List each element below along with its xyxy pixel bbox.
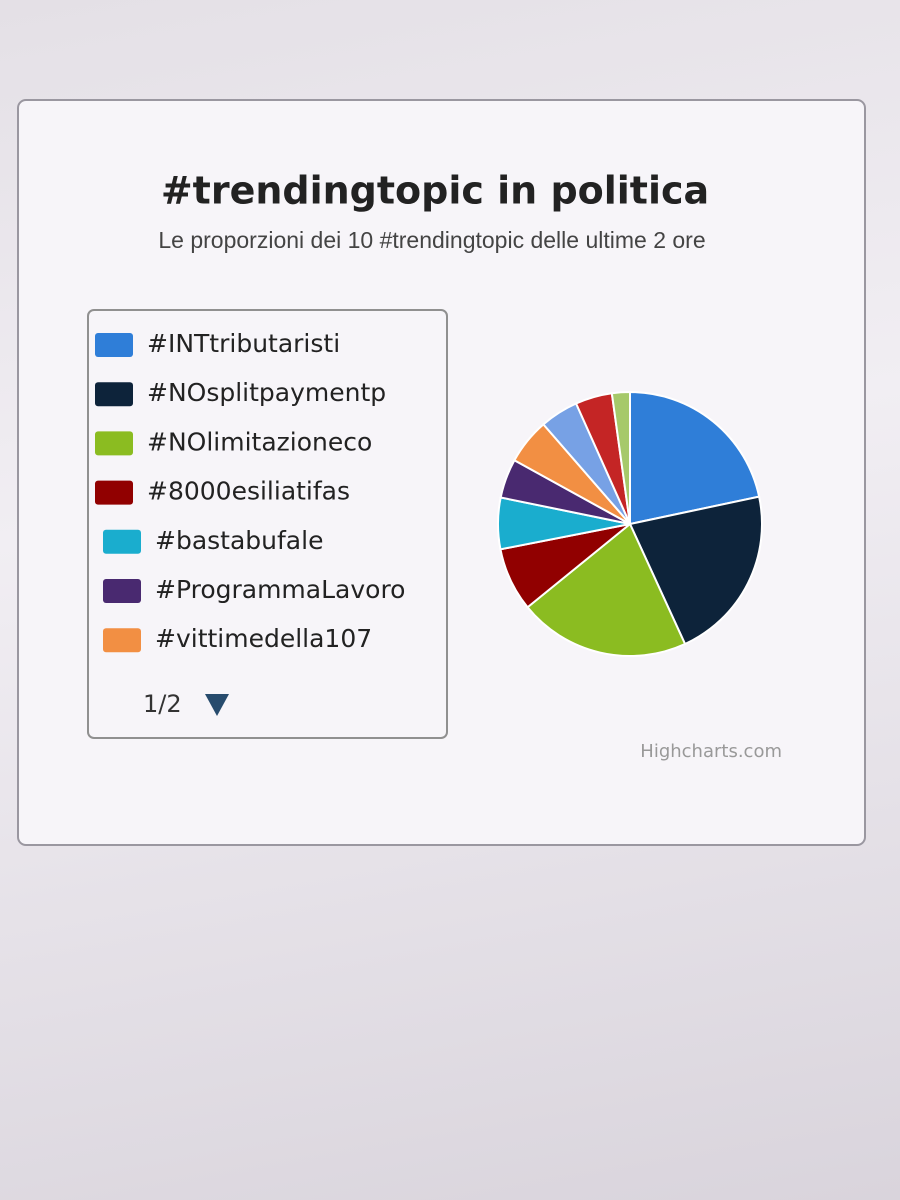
legend-swatch	[95, 431, 133, 456]
legend-swatch	[103, 529, 141, 554]
chart-subtitle: Le proporzioni dei 10 #trendingtopic del…	[158, 227, 705, 253]
legend-label: #vittimedella107	[155, 624, 372, 653]
legend-swatch	[103, 628, 141, 653]
chart-title: #trendingtopic in politica	[161, 169, 709, 213]
legend-next-arrow[interactable]	[205, 694, 229, 716]
legend-pager: 1/2	[143, 690, 182, 718]
pie-slice	[610, 390, 631, 525]
credits[interactable]: Highcharts.com	[640, 741, 782, 762]
legend-swatch	[95, 480, 133, 505]
legend-swatch	[95, 382, 133, 407]
legend-label: #8000esiliatifas	[147, 477, 350, 506]
pie-slice	[628, 495, 763, 646]
legend-label: #NOsplitpaymentp	[147, 378, 386, 407]
legend-swatch	[95, 333, 133, 357]
pie-slice	[629, 390, 761, 526]
legend-swatch	[103, 579, 141, 603]
pie-slice	[526, 522, 687, 657]
legend-label: #ProgrammaLavoro	[155, 575, 405, 604]
legend-label: #INTtributaristi	[147, 329, 340, 358]
chart-frame	[17, 99, 866, 846]
legend-label: #NOlimitazioneco	[147, 427, 372, 456]
legend-label: #bastabufale	[155, 526, 323, 555]
legend-box	[87, 309, 448, 739]
